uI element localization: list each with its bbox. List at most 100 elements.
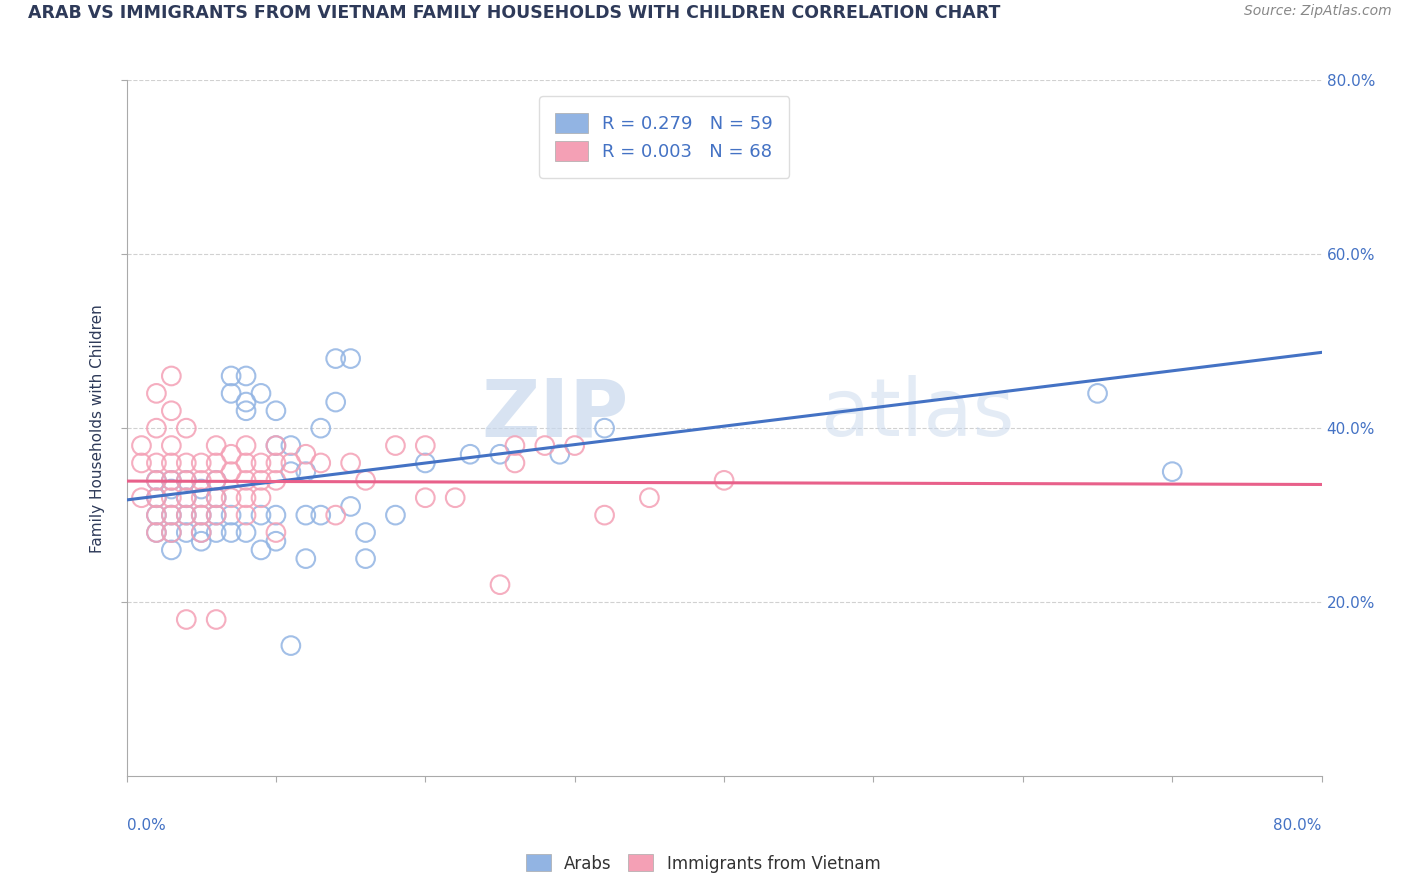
Point bbox=[264, 473, 287, 487]
Point bbox=[415, 438, 437, 452]
Point bbox=[489, 447, 512, 461]
Text: atlas: atlas bbox=[820, 376, 1014, 453]
Y-axis label: Family Households with Children: Family Households with Children bbox=[90, 304, 105, 552]
Point bbox=[131, 438, 153, 452]
Point bbox=[294, 551, 316, 566]
Point bbox=[219, 465, 242, 479]
Point bbox=[205, 613, 228, 627]
Point bbox=[264, 403, 287, 417]
Point bbox=[160, 508, 183, 523]
Point bbox=[264, 525, 287, 540]
Point bbox=[235, 456, 257, 470]
Point bbox=[235, 508, 257, 523]
Point bbox=[294, 508, 316, 523]
Point bbox=[294, 447, 316, 461]
Point bbox=[235, 525, 257, 540]
Point bbox=[160, 525, 183, 540]
Text: ZIP: ZIP bbox=[481, 376, 628, 453]
Point bbox=[638, 491, 661, 505]
Point bbox=[325, 351, 347, 366]
Point bbox=[564, 152, 586, 166]
Point bbox=[235, 473, 257, 487]
Point bbox=[339, 500, 361, 514]
Point bbox=[280, 465, 302, 479]
Point bbox=[548, 447, 571, 461]
Point bbox=[503, 438, 526, 452]
Point bbox=[339, 456, 361, 470]
Text: Source: ZipAtlas.com: Source: ZipAtlas.com bbox=[1244, 4, 1392, 19]
Point bbox=[325, 395, 347, 409]
Point bbox=[235, 395, 257, 409]
Point bbox=[235, 403, 257, 417]
Legend: R = 0.279   N = 59, R = 0.003   N = 68: R = 0.279 N = 59, R = 0.003 N = 68 bbox=[540, 96, 789, 178]
Point bbox=[145, 491, 167, 505]
Point bbox=[280, 639, 302, 653]
Point bbox=[354, 525, 377, 540]
Text: 80.0%: 80.0% bbox=[1274, 818, 1322, 833]
Point bbox=[190, 508, 212, 523]
Point bbox=[160, 491, 183, 505]
Point bbox=[174, 473, 197, 487]
Point bbox=[309, 456, 332, 470]
Point bbox=[250, 491, 273, 505]
Point bbox=[250, 456, 273, 470]
Point bbox=[190, 508, 212, 523]
Point bbox=[219, 508, 242, 523]
Point bbox=[160, 508, 183, 523]
Point bbox=[160, 456, 183, 470]
Point bbox=[219, 491, 242, 505]
Point bbox=[205, 491, 228, 505]
Point bbox=[534, 438, 557, 452]
Point bbox=[145, 491, 167, 505]
Point bbox=[219, 386, 242, 401]
Point bbox=[309, 508, 332, 523]
Point bbox=[219, 447, 242, 461]
Point bbox=[190, 482, 212, 496]
Point bbox=[160, 438, 183, 452]
Point bbox=[174, 508, 197, 523]
Point bbox=[235, 491, 257, 505]
Point bbox=[264, 438, 287, 452]
Point bbox=[190, 525, 212, 540]
Point bbox=[205, 491, 228, 505]
Point bbox=[205, 438, 228, 452]
Point bbox=[174, 421, 197, 435]
Point bbox=[264, 508, 287, 523]
Point bbox=[174, 456, 197, 470]
Point bbox=[145, 473, 167, 487]
Point bbox=[264, 534, 287, 549]
Point bbox=[160, 473, 183, 487]
Point bbox=[145, 508, 167, 523]
Point bbox=[205, 456, 228, 470]
Point bbox=[160, 542, 183, 557]
Point bbox=[174, 491, 197, 505]
Point bbox=[205, 508, 228, 523]
Point bbox=[503, 456, 526, 470]
Point bbox=[145, 456, 167, 470]
Point bbox=[384, 438, 406, 452]
Point bbox=[145, 386, 167, 401]
Point bbox=[131, 491, 153, 505]
Point bbox=[174, 491, 197, 505]
Point bbox=[160, 369, 183, 384]
Point bbox=[235, 438, 257, 452]
Legend: Arabs, Immigrants from Vietnam: Arabs, Immigrants from Vietnam bbox=[519, 847, 887, 880]
Point bbox=[205, 508, 228, 523]
Point bbox=[145, 525, 167, 540]
Point bbox=[145, 473, 167, 487]
Point bbox=[174, 525, 197, 540]
Point bbox=[160, 482, 183, 496]
Point bbox=[250, 473, 273, 487]
Point bbox=[250, 542, 273, 557]
Point bbox=[205, 525, 228, 540]
Point bbox=[174, 473, 197, 487]
Point bbox=[339, 351, 361, 366]
Point bbox=[309, 421, 332, 435]
Point bbox=[190, 525, 212, 540]
Point bbox=[593, 508, 616, 523]
Point bbox=[593, 421, 616, 435]
Point bbox=[205, 473, 228, 487]
Point bbox=[145, 508, 167, 523]
Point bbox=[145, 525, 167, 540]
Point bbox=[489, 578, 512, 592]
